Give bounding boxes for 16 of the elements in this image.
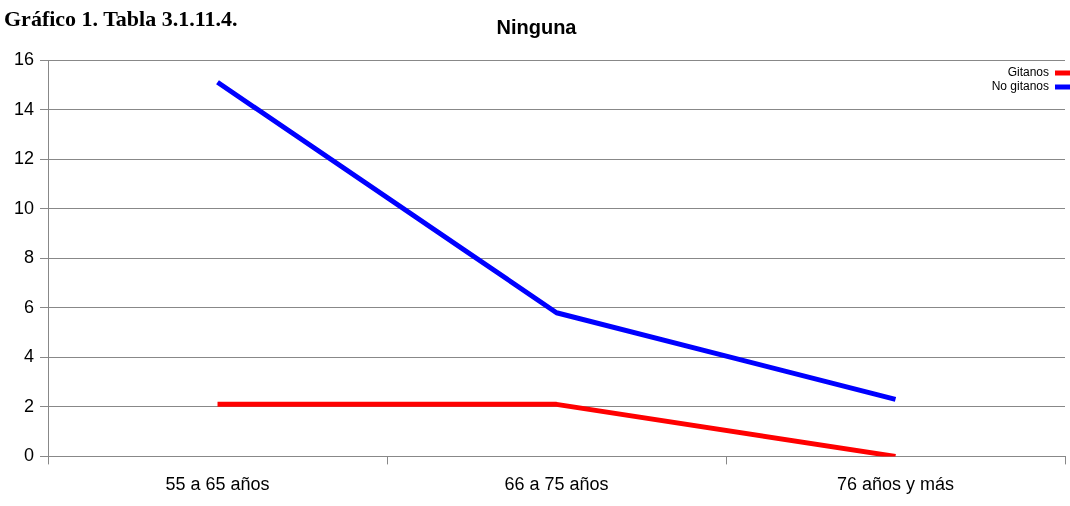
y-tick-label: 10: [13, 197, 35, 218]
y-tick-label: 0: [24, 445, 35, 466]
x-tick-label: 55 a 65 años: [165, 474, 270, 495]
y-tick-label: 2: [24, 395, 35, 416]
y-tick-label: 4: [24, 346, 35, 367]
y-tick-label: 6: [24, 296, 35, 317]
y-tick-label: 12: [13, 148, 35, 169]
y-tick-label: 16: [13, 48, 35, 69]
text: Gráfico 1. Tabla 3.1.11.4.: [4, 6, 238, 31]
y-tick-label: 8: [24, 247, 35, 268]
legend-label: No gitanos: [991, 79, 1049, 94]
x-tick-label: 76 años y más: [836, 474, 955, 495]
y-tick-label: 14: [13, 98, 35, 119]
chart-title: Ninguna: [496, 15, 578, 38]
legend-label: Gitanos: [1007, 65, 1049, 80]
x-tick-label: 66 a 75 años: [504, 474, 609, 495]
